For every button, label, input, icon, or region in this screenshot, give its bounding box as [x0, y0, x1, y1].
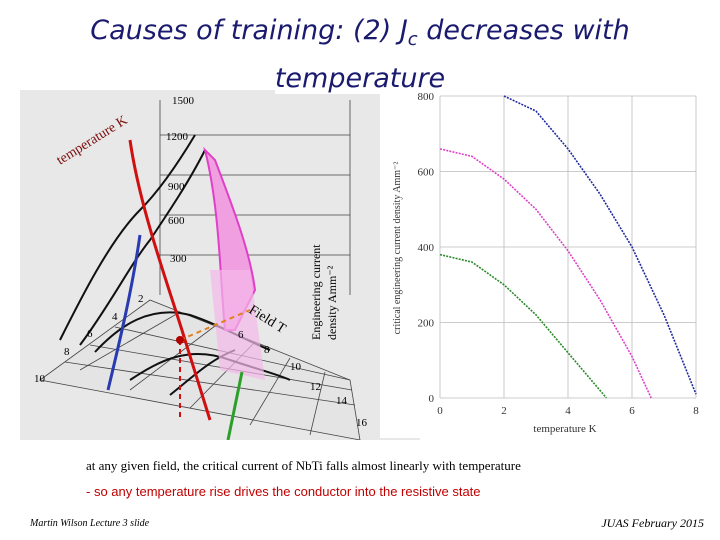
temp-tick-4: 4: [112, 311, 118, 323]
chart-xlabel: temperature K: [533, 423, 596, 435]
x-tick-label-0: 0: [437, 405, 443, 417]
x-tick-label-8: 8: [693, 405, 699, 417]
temp-tick-2: 2: [138, 293, 144, 305]
field-tick-10: 10: [290, 361, 302, 373]
field-tick-14: 14: [336, 395, 348, 407]
jc-tick-600: 600: [168, 215, 185, 227]
y-tick-label-800: 800: [418, 91, 435, 103]
temp-tick-8: 8: [64, 346, 70, 358]
field-tick-6: 6: [238, 329, 244, 341]
green-curve: [226, 371, 244, 440]
series-line-magenta: [439, 148, 652, 399]
jc-tick-1500: 1500: [172, 95, 195, 107]
slide-title-line1: Causes of training: (2) Jc decreases wit…: [90, 15, 630, 50]
y-tick-label-0: 0: [429, 393, 435, 405]
chart-ylabel: critical engineering current density Amm…: [392, 162, 403, 335]
temp-tick-6: 6: [87, 328, 93, 340]
jc-temperature-chart: 0 2 4 6 8 0 200 400 600 800 temperature K critica…: [380, 88, 710, 438]
jc-tick-300: 300: [170, 253, 187, 265]
series-line-blue: [503, 95, 697, 395]
title-subscript: c: [407, 29, 418, 50]
operating-point: [176, 336, 184, 344]
chart-ticks: 0 2 4 6 8 0 200 400 600 800: [418, 91, 700, 417]
surface-plot: 1500 1200 900 600 300 temperature K 2 4 …: [20, 90, 420, 440]
x-tick-label-4: 4: [565, 405, 571, 417]
body-text-1: at any given field, the critical current…: [86, 458, 521, 473]
y-tick-label-400: 400: [418, 242, 435, 254]
jc-tick-1200: 1200: [166, 131, 189, 143]
footer-left: Martin Wilson Lecture 3 slide: [30, 518, 150, 529]
vertical-axis-label-line2: density Amm⁻²: [325, 265, 339, 340]
chart-series: [439, 95, 697, 399]
series-line-green: [439, 253, 608, 399]
x-tick-label-2: 2: [501, 405, 507, 417]
y-tick-label-200: 200: [418, 318, 435, 330]
footer-right: JUAS February 2015: [601, 516, 704, 530]
field-tick-16: 16: [356, 417, 368, 429]
dashed-orange: [179, 309, 251, 341]
jc-tick-900: 900: [168, 181, 185, 193]
field-tick-8: 8: [264, 344, 270, 356]
chart-grid: [439, 95, 697, 399]
red-curve: [128, 139, 212, 421]
x-tick-label-6: 6: [629, 405, 635, 417]
blue-curve: [106, 234, 142, 391]
y-tick-label-600: 600: [418, 167, 435, 179]
field-tick-12: 12: [310, 381, 321, 393]
temp-tick-10: 10: [34, 373, 46, 385]
body-text-2: - so any temperature rise drives the con…: [86, 484, 481, 499]
pink-band: [210, 270, 265, 380]
vertical-axis-label-line1: Engineering current: [309, 244, 323, 340]
